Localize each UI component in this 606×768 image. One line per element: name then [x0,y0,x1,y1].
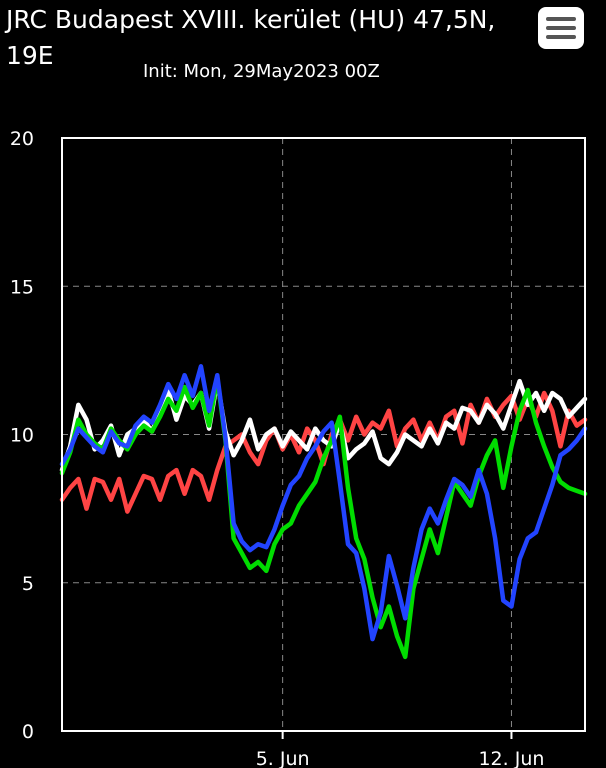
menu-bar [546,17,576,21]
y-tick-label: 5 [22,573,34,595]
chart-title: JRC Budapest XVIII. kerület (HU) 47,5N, … [6,5,496,70]
y-tick-label: 20 [10,128,34,150]
series-line-0 [59,390,588,514]
series-line-3 [59,364,588,642]
series-line-2 [59,375,588,660]
y-tick-label: 0 [22,721,34,743]
x-tick-label: 5. Jun [256,748,310,768]
menu-bar [546,26,576,30]
chart-subtitle: Init: Mon, 29May2023 00Z [143,61,380,82]
x-tick-label: 12. Jun [478,748,544,768]
hamburger-menu-icon[interactable] [538,7,584,49]
y-tick-label: 10 [10,425,34,447]
menu-bar [546,35,576,39]
y-tick-label: 15 [10,276,34,298]
plot-frame [61,137,586,732]
